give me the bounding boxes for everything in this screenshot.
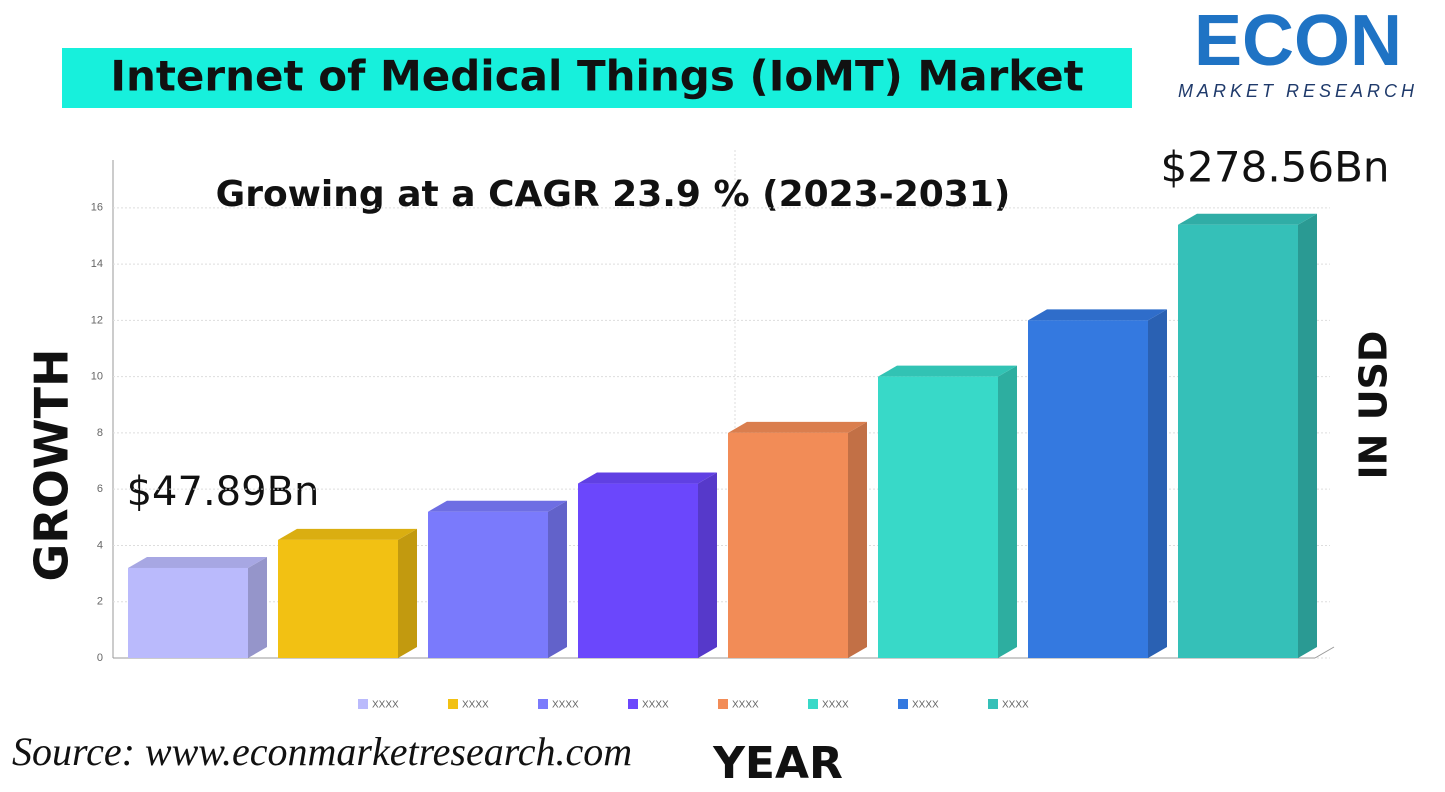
y-tick-label: 2	[97, 596, 103, 608]
legend-swatch	[898, 699, 908, 709]
legend-label: XXXX	[462, 700, 489, 711]
title-highlight	[62, 48, 1132, 108]
y-tick-label: 12	[91, 314, 103, 326]
legend-label: XXXX	[732, 700, 759, 711]
legend-label: XXXX	[552, 700, 579, 711]
bar-side	[1298, 213, 1317, 659]
y-tick-label: 14	[91, 258, 103, 270]
legend-swatch	[988, 699, 998, 709]
x-axis-depth	[1314, 646, 1335, 659]
bar-top	[428, 500, 567, 512]
bar-side	[1148, 309, 1167, 658]
bar-side	[848, 421, 867, 658]
y-tick-label: 6	[97, 483, 103, 495]
legend-swatch	[448, 699, 458, 709]
annotation: $278.56Bn	[1160, 143, 1389, 192]
bar-side	[998, 365, 1017, 658]
y-tick-label: 16	[91, 202, 103, 214]
bar-top	[878, 365, 1017, 377]
legend-label: XXXX	[642, 700, 669, 711]
bar-side	[248, 556, 267, 658]
subtitle: Growing at a CAGR 23.9 % (2023-2031)	[216, 174, 1011, 215]
legend-swatch	[358, 699, 368, 709]
bar-top	[278, 528, 417, 540]
annotation: $47.89Bn	[127, 469, 320, 515]
legend-label: XXXX	[822, 700, 849, 711]
bar-side	[398, 528, 417, 658]
bar	[278, 539, 398, 658]
bar-top	[1178, 213, 1317, 225]
logo-name: ECON	[1194, 1, 1402, 81]
bar	[1028, 320, 1148, 658]
y-axis-label: GROWTH	[25, 349, 79, 582]
bar	[1178, 224, 1298, 659]
bar-side	[698, 472, 717, 658]
bar	[578, 483, 698, 658]
y2-axis-label: IN USD	[1352, 331, 1396, 480]
legend-label: XXXX	[912, 700, 939, 711]
source: Source: www.econmarketresearch.com	[12, 729, 632, 774]
y-tick-label: 10	[91, 371, 103, 383]
bar-top	[1028, 309, 1167, 321]
legend-swatch	[718, 699, 728, 709]
bar	[728, 432, 848, 658]
bar-side	[548, 500, 567, 658]
x-axis-label: YEAR	[712, 738, 843, 789]
bar	[128, 567, 248, 658]
y-tick-label: 8	[97, 427, 103, 439]
bar-top	[128, 556, 267, 568]
bar-top	[728, 421, 867, 433]
legend-swatch	[628, 699, 638, 709]
bar	[878, 376, 998, 658]
legend-swatch	[808, 699, 818, 709]
legend-label: XXXX	[1002, 700, 1029, 711]
bar	[428, 511, 548, 658]
legend-swatch	[538, 699, 548, 709]
logo-tagline: MARKET RESEARCH	[1178, 81, 1418, 101]
y-tick-label: 0	[97, 652, 103, 664]
chart-title: Internet of Medical Things (IoMT) Market	[110, 52, 1083, 101]
legend-label: XXXX	[372, 700, 399, 711]
y-tick-label: 4	[97, 539, 103, 551]
bar-top	[578, 472, 717, 484]
